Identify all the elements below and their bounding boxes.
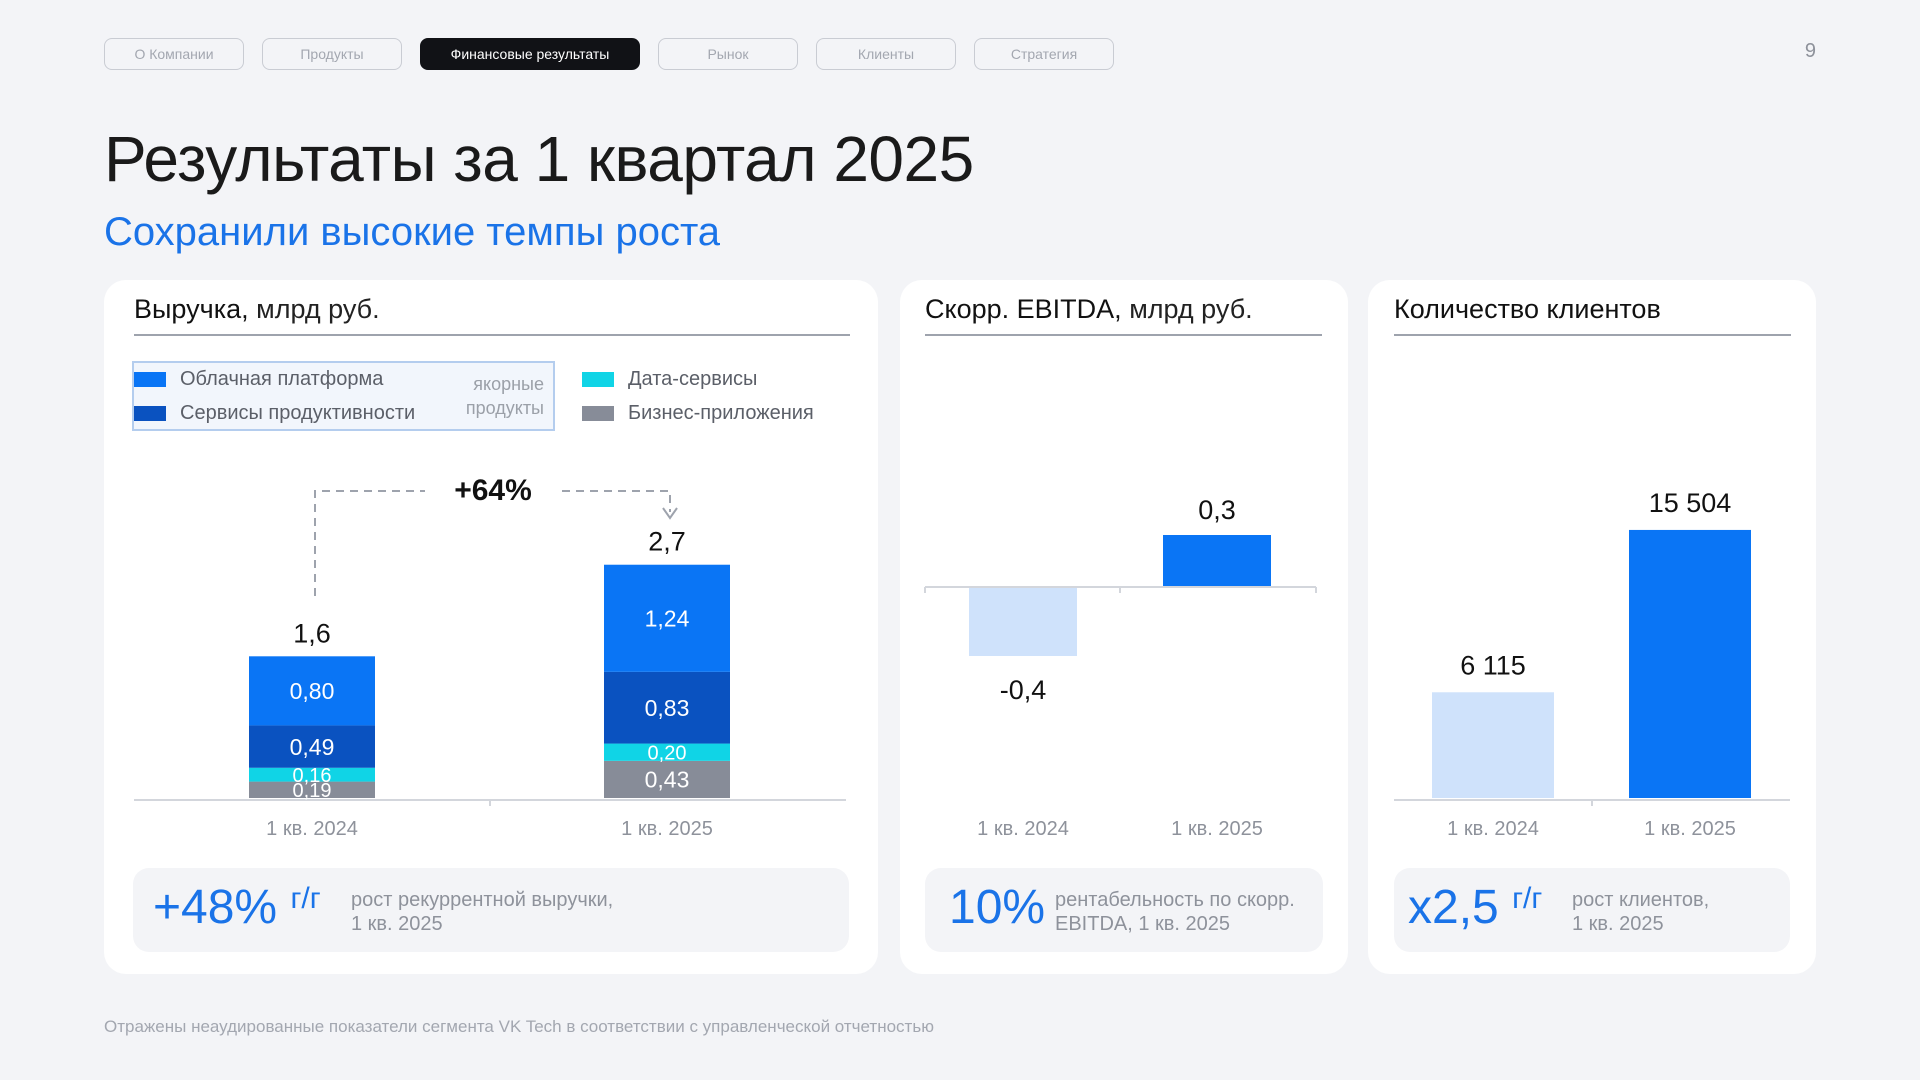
- revenue-bar-segment: [604, 743, 730, 761]
- growth-connector-left: [314, 490, 425, 596]
- revenue-kpi-text: рост рекуррентной выручки, 1 кв. 2025: [351, 888, 613, 936]
- tab-strategy[interactable]: Стратегия: [974, 38, 1114, 70]
- growth-label: +64%: [454, 474, 532, 507]
- page-title: Результаты за 1 квартал 2025: [104, 123, 974, 195]
- ebitda-kpi-text: рентабельность по скорр. EBITDA, 1 кв. 2…: [1055, 888, 1295, 936]
- growth-connector-right: [562, 490, 671, 512]
- revenue-bar-segment: [249, 767, 375, 782]
- legend-data-swatch: [582, 372, 614, 387]
- legend-productivity-swatch: [134, 406, 166, 421]
- ebitda-bar: [1163, 535, 1271, 586]
- ebitda-kpi-value: 10%: [949, 881, 1046, 934]
- revenue-kpi-text-line2: 1 кв. 2025: [351, 913, 443, 935]
- revenue-segment-label: 0,43: [645, 767, 690, 793]
- legend-business-label: Бизнес-приложения: [628, 402, 814, 424]
- revenue-title-main: Выручка,: [134, 294, 249, 324]
- page-subtitle: Сохранили высокие темпы роста: [104, 210, 721, 254]
- ebitda-category-label: 1 кв. 2024: [977, 818, 1069, 840]
- clients-category-label: 1 кв. 2024: [1447, 818, 1539, 840]
- revenue-title: Выручка, млрд руб.: [134, 294, 850, 336]
- ebitda-title-unit: млрд руб.: [1129, 294, 1253, 324]
- ebitda-title: Скорр. EBITDA, млрд руб.: [925, 294, 1322, 336]
- legend-data-label: Дата-сервисы: [628, 368, 758, 390]
- revenue-segment-label: 0,80: [290, 678, 335, 704]
- revenue-category-label: 1 кв. 2025: [621, 818, 713, 840]
- page-number: 9: [1804, 40, 1816, 62]
- revenue-total-label: 2,7: [648, 527, 686, 557]
- revenue-kpi-number: +48%: [153, 881, 278, 934]
- revenue-bar-segment: [604, 564, 730, 672]
- revenue-segment-label: 0,19: [293, 780, 332, 802]
- revenue-kpi: +48% г/г рост рекуррентной выручки, 1 кв…: [133, 868, 849, 952]
- tab-clients[interactable]: Клиенты: [816, 38, 956, 70]
- clients-kpi-sup: г/г: [1512, 882, 1543, 915]
- ebitda-kpi-text-line1: рентабельность по скорр.: [1055, 889, 1295, 911]
- ebitda-value-label: 0,3: [1198, 495, 1236, 525]
- legend-business: Бизнес-приложения: [582, 402, 814, 425]
- revenue-bar-segment: [249, 781, 375, 798]
- legend-cloud: Облачная платформа: [134, 368, 383, 391]
- ebitda-title-main: Скорр. EBITDA,: [925, 294, 1122, 324]
- legend-business-swatch: [582, 406, 614, 421]
- ebitda-bar: [969, 588, 1077, 656]
- revenue-bar-segment: [604, 760, 730, 798]
- clients-kpi-text-line1: рост клиентов,: [1572, 889, 1710, 911]
- ebitda-kpi-text-line2: EBITDA, 1 кв. 2025: [1055, 913, 1231, 935]
- revenue-kpi-value: +48% г/г: [153, 880, 321, 935]
- clients-title: Количество клиентов: [1394, 294, 1791, 336]
- clients-kpi-text: рост клиентов, 1 кв. 2025: [1572, 888, 1709, 936]
- revenue-segment-label: 0,49: [290, 734, 335, 760]
- clients-kpi-value: х2,5 г/г: [1408, 880, 1542, 935]
- revenue-kpi-text-line1: рост рекуррентной выручки,: [351, 889, 614, 911]
- tab-financial-results[interactable]: Финансовые результаты: [420, 38, 640, 70]
- ebitda-value-label: -0,4: [1000, 675, 1047, 705]
- clients-kpi-text-line2: 1 кв. 2025: [1572, 913, 1664, 935]
- growth-arrow-icon: [662, 507, 678, 520]
- revenue-segment-label: 1,24: [645, 606, 690, 632]
- revenue-bar-segment: [249, 725, 375, 768]
- legend-productivity: Сервисы продуктивности: [134, 402, 415, 425]
- revenue-bar-segment: [249, 656, 375, 726]
- revenue-segment-label: 0,83: [645, 695, 690, 721]
- legend-productivity-label: Сервисы продуктивности: [180, 402, 416, 424]
- revenue-bar-segment: [604, 671, 730, 744]
- ebitda-category-label: 1 кв. 2025: [1171, 818, 1263, 840]
- anchor-products-box: [132, 361, 555, 431]
- section-nav: О Компании Продукты Финансовые результат…: [104, 38, 1114, 70]
- legend-cloud-swatch: [134, 372, 166, 387]
- ebitda-kpi: 10% рентабельность по скорр. EBITDA, 1 к…: [925, 868, 1323, 952]
- clients-bar: [1432, 692, 1554, 798]
- tab-about[interactable]: О Компании: [104, 38, 244, 70]
- clients-value-label: 6 115: [1460, 650, 1526, 680]
- footnote: Отражены неаудированные показатели сегме…: [104, 1017, 934, 1036]
- revenue-segment-label: 0,16: [293, 765, 332, 787]
- clients-category-label: 1 кв. 2025: [1644, 818, 1736, 840]
- revenue-category-label: 1 кв. 2024: [266, 818, 358, 840]
- tab-products[interactable]: Продукты: [262, 38, 402, 70]
- tab-market[interactable]: Рынок: [658, 38, 798, 70]
- clients-kpi-number: х2,5: [1408, 881, 1499, 934]
- clients-kpi: х2,5 г/г рост клиентов, 1 кв. 2025: [1394, 868, 1790, 952]
- clients-bar: [1629, 529, 1751, 798]
- clients-title-main: Количество клиентов: [1394, 294, 1661, 324]
- legend-cloud-label: Облачная платформа: [180, 368, 384, 390]
- clients-value-label: 15 504: [1649, 488, 1732, 518]
- revenue-title-unit: млрд руб.: [256, 294, 380, 324]
- revenue-total-label: 1,6: [293, 618, 331, 648]
- anchor-products-label: якорные продукты: [465, 374, 544, 418]
- revenue-segment-label: 0,20: [648, 742, 687, 764]
- revenue-kpi-sup: г/г: [290, 882, 321, 915]
- legend-data: Дата-сервисы: [582, 368, 757, 391]
